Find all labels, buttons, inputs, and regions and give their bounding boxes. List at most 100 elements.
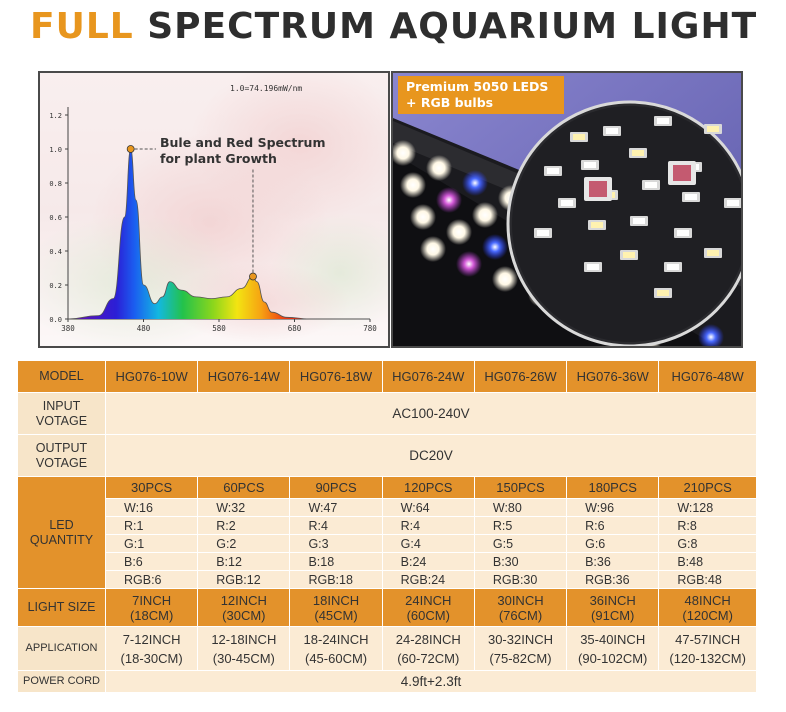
title-rest: SPECTRUM AQUARIUM LIGHT [147, 6, 758, 47]
table-row-rgb: RGB:6 RGB:12 RGB:18 RGB:24 RGB:30 RGB:36… [18, 570, 757, 589]
led-chip-light [727, 200, 739, 206]
input-label-line-2: VOTAGE [35, 413, 88, 428]
table-row-output: OUTPUT VOTAGE DC20V [17, 434, 757, 477]
rgb-cell: RGB:18 [289, 570, 383, 589]
led-chip-light [584, 162, 596, 168]
app-cm: (45-60CM) [304, 650, 368, 666]
led-chip-light [685, 194, 697, 200]
size-inch: 7INCH [132, 592, 172, 608]
spectrum-area [68, 149, 370, 319]
app-cm: (120-132CM) [669, 650, 746, 666]
pcs-cell: 210PCS [658, 476, 757, 499]
input-label-line-1: INPUT [42, 398, 81, 413]
y-tick-label: 0.8 [49, 180, 62, 188]
r-cell: R:8 [658, 516, 757, 535]
led-chip-light [707, 250, 719, 256]
w-cell: W:96 [566, 498, 660, 517]
app-cell: 24-28INCH (60-72CM) [381, 626, 475, 671]
size-cm: (60CM) [406, 607, 450, 623]
size-cell: 36INCH (91CM) [566, 588, 660, 627]
w-cell: W:16 [104, 498, 199, 517]
led-bulb [492, 266, 518, 292]
app-inch: 30-32INCH [487, 631, 553, 647]
page-title: FULL SPECTRUM AQUARIUM LIGHT [30, 2, 770, 52]
led-bulb [400, 172, 426, 198]
app-inch: 35-40INCH [580, 631, 646, 647]
app-cm: (90-102CM) [578, 650, 648, 666]
r-cell: R:2 [197, 516, 291, 535]
rgb-cell: RGB:6 [104, 570, 199, 589]
x-tick-label: 480 [137, 324, 151, 333]
table-row-w: W:16 W:32 W:47 W:64 W:80 W:96 W:128 [18, 498, 757, 517]
b-cell: B:30 [473, 552, 568, 571]
table-row-model: MODEL HG076-10W HG076-14W HG076-18W HG07… [17, 360, 757, 393]
output-label-line-2: VOTAGE [35, 455, 88, 470]
table-row-b: B:6 B:12 B:18 B:24 B:30 B:36 B:48 [18, 552, 757, 571]
g-cell: G:4 [381, 534, 475, 553]
application-label: APPLICATION [17, 626, 106, 671]
b-cell: B:18 [289, 552, 383, 571]
size-cell: 24INCH (60CM) [381, 588, 475, 627]
size-cell: 48INCH (120CM) [658, 588, 757, 627]
led-chip-light [667, 264, 679, 270]
led-label-line-1: LED [49, 517, 74, 532]
app-inch: 12-18INCH [211, 631, 277, 647]
model-label: MODEL [17, 360, 106, 393]
y-tick-label: 1.0 [49, 146, 62, 154]
pcs-cell: 180PCS [566, 476, 660, 499]
led-chip-light [632, 150, 644, 156]
led-chip-light [633, 218, 645, 224]
table-row-pcs: LED QUANTITY 30PCS 60PCS 90PCS 120PCS 15… [17, 476, 757, 589]
led-bulb [698, 324, 724, 346]
table-row-g: G:1 G:2 G:3 G:4 G:5 G:6 G:8 [18, 534, 757, 553]
size-inch: 36INCH [589, 592, 636, 608]
size-inch: 30INCH [497, 592, 544, 608]
app-cell: 35-40INCH (90-102CM) [566, 626, 660, 671]
led-bulb [472, 202, 498, 228]
table-row-input: INPUT VOTAGE AC100-240V [17, 392, 757, 435]
app-inch: 47-57INCH [675, 631, 741, 647]
w-cell: W:64 [381, 498, 475, 517]
size-cell: 18INCH (45CM) [289, 588, 383, 627]
led-chip-light [573, 134, 585, 140]
rgb-cell: RGB:12 [197, 570, 291, 589]
app-cell: 18-24INCH (45-60CM) [289, 626, 383, 671]
led-chip-light [677, 230, 689, 236]
b-cell: B:48 [658, 552, 757, 571]
led-bulb [426, 155, 452, 181]
b-cell: B:24 [381, 552, 475, 571]
led-photo [393, 73, 741, 346]
size-cm: (30CM) [222, 607, 266, 623]
power-cord-label: POWER CORD [17, 670, 106, 693]
g-cell: G:2 [197, 534, 291, 553]
led-bulb [436, 187, 462, 213]
app-cm: (60-72CM) [397, 650, 460, 666]
app-inch: 7-12INCH [122, 631, 181, 647]
led-label-line-2: QUANTITY [29, 532, 94, 547]
g-cell: G:1 [104, 534, 199, 553]
spectrum-line [67, 148, 370, 320]
rgb-cell: RGB:30 [473, 570, 568, 589]
size-cm: (45CM) [314, 607, 358, 623]
r-cell: R:5 [473, 516, 568, 535]
model-cell: HG076-10W [104, 360, 199, 393]
app-cm: (75-82CM) [489, 650, 552, 666]
x-tick-label: 680 [288, 324, 302, 333]
b-cell: B:6 [104, 552, 199, 571]
blue-peak-marker [126, 145, 135, 153]
b-cell: B:12 [197, 552, 291, 571]
spectrum-chart-panel: 1.2 1.0 0.8 0.6 0.4 0.2 0.0 380 480 580 680 780 1.0… [38, 71, 390, 348]
led-chip-light [645, 182, 657, 188]
g-cell: G:8 [658, 534, 757, 553]
table-row-application: APPLICATION 7-12INCH (18-30CM) 12-18INCH (… [17, 626, 757, 671]
w-cell: W:128 [658, 498, 757, 517]
led-chip-light [657, 118, 669, 124]
size-inch: 48INCH [684, 592, 731, 608]
annotation-line-2: for plant Growth [160, 151, 277, 166]
pcs-cell: 30PCS [104, 476, 199, 499]
app-cell: 47-57INCH (120-132CM) [658, 626, 757, 671]
r-cell: R:4 [289, 516, 383, 535]
rgb-chip-light [589, 181, 607, 197]
rgb-chip-light [673, 165, 691, 181]
size-cell: 7INCH (18CM) [104, 588, 199, 627]
